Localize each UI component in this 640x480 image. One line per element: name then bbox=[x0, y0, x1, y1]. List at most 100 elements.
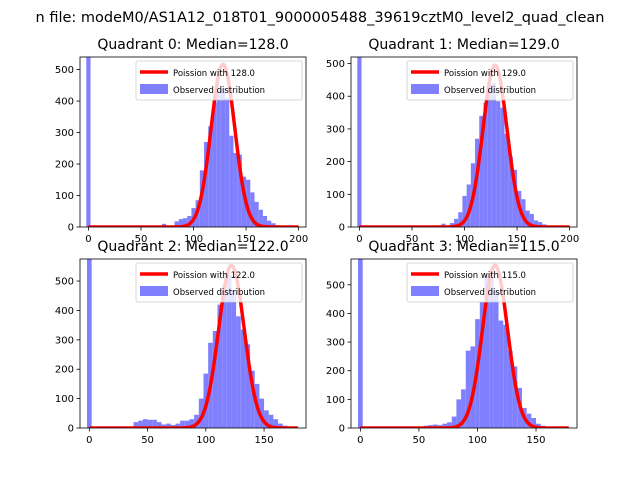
legend-box bbox=[135, 60, 303, 101]
panel-title: Quadrant 3: Median=115.0 bbox=[368, 239, 559, 255]
histogram-bar bbox=[147, 419, 153, 428]
histogram-bar bbox=[525, 210, 530, 227]
histogram-bar bbox=[86, 259, 92, 428]
histogram-bar bbox=[273, 419, 279, 428]
histogram-bar bbox=[483, 102, 488, 227]
x-tick-label: 150 bbox=[255, 435, 274, 446]
legend-hist-swatch bbox=[411, 286, 439, 296]
histogram-bar bbox=[250, 370, 255, 428]
histogram-bar bbox=[166, 423, 171, 428]
y-tick-label: 200 bbox=[55, 160, 74, 171]
legend: Poission with 128.0 Observed distribution bbox=[135, 60, 303, 101]
legend-hist-label: Observed distribution bbox=[173, 288, 265, 298]
plot-area bbox=[86, 57, 300, 227]
legend-curve-label: Poission with 115.0 bbox=[444, 271, 526, 281]
histogram-bar bbox=[184, 420, 190, 428]
histogram-bar bbox=[479, 115, 484, 227]
axes-frame bbox=[79, 56, 307, 228]
histogram-bar bbox=[504, 133, 509, 227]
histogram-bar bbox=[216, 90, 221, 227]
legend-box bbox=[406, 262, 574, 303]
axes-frame bbox=[350, 258, 578, 429]
x-tick-label: 150 bbox=[508, 234, 527, 245]
x-tick-label: 200 bbox=[289, 234, 308, 245]
histogram-bar bbox=[175, 423, 181, 428]
histogram-bar bbox=[503, 324, 508, 428]
histogram-bar bbox=[491, 83, 497, 227]
y-tick-label: 500 bbox=[55, 65, 74, 76]
histogram-bar bbox=[451, 416, 457, 428]
y-tick-label: 400 bbox=[326, 309, 345, 320]
histogram-bar bbox=[278, 423, 283, 428]
histogram-bar bbox=[138, 420, 143, 428]
legend-hist-swatch bbox=[140, 84, 168, 94]
y-tick-label: 100 bbox=[326, 395, 345, 406]
histogram-bar bbox=[220, 88, 226, 227]
histogram-bar bbox=[174, 221, 179, 227]
histogram-bar bbox=[479, 301, 485, 428]
y-tick-label: 300 bbox=[326, 338, 345, 349]
histogram-bar bbox=[86, 57, 91, 227]
legend-curve-label: Poission with 122.0 bbox=[173, 271, 255, 281]
x-tick-label: 0 bbox=[356, 234, 362, 245]
y-tick-label: 300 bbox=[55, 335, 74, 346]
poisson-fit-curve bbox=[87, 62, 300, 227]
x-tick-label: 100 bbox=[468, 435, 487, 446]
histogram-bar bbox=[538, 222, 543, 227]
histogram-bar bbox=[231, 289, 237, 428]
histogram-bar bbox=[487, 84, 492, 227]
histogram-bar bbox=[447, 422, 452, 428]
histogram-bar bbox=[531, 417, 537, 428]
histogram-bar bbox=[246, 179, 251, 227]
histogram-bar bbox=[442, 423, 448, 428]
histogram-bar bbox=[512, 169, 518, 227]
legend: Poission with 115.0 Observed distribution bbox=[406, 262, 574, 303]
x-tick-label: 150 bbox=[237, 234, 256, 245]
x-tick-label: 50 bbox=[135, 234, 148, 245]
histogram-bar bbox=[498, 320, 504, 428]
quadrant-0-panel: 0 50 100 150 200 0 100 200 300 400 500 Poission wit… bbox=[55, 37, 308, 245]
histogram-bar bbox=[161, 424, 167, 428]
histogram-bar bbox=[208, 126, 213, 227]
histogram-bar bbox=[357, 57, 362, 227]
poisson-fit-curve bbox=[359, 263, 570, 428]
y-tick-label: 100 bbox=[55, 394, 74, 405]
histogram-bar bbox=[217, 304, 223, 428]
x-tick-label: 50 bbox=[406, 234, 419, 245]
x-tick-label: 50 bbox=[413, 435, 426, 446]
histogram-bar bbox=[198, 398, 204, 428]
histogram-bar bbox=[271, 223, 276, 227]
y-tick-label: 0 bbox=[339, 223, 345, 234]
histogram-bar bbox=[496, 101, 501, 227]
y-tick-label: 500 bbox=[326, 280, 345, 291]
legend-hist-label: Observed distribution bbox=[444, 288, 536, 298]
plot-area bbox=[86, 259, 300, 428]
histogram-bar bbox=[237, 154, 242, 227]
y-tick-label: 100 bbox=[55, 191, 74, 202]
histogram-bar bbox=[204, 142, 209, 227]
x-tick-label: 0 bbox=[86, 435, 92, 446]
histogram-bar bbox=[264, 410, 269, 428]
x-tick-label: 200 bbox=[560, 234, 579, 245]
histogram-bar bbox=[529, 213, 534, 227]
legend-hist-label: Observed distribution bbox=[173, 86, 265, 96]
x-tick-label: 150 bbox=[526, 435, 545, 446]
legend-box bbox=[135, 262, 303, 303]
histogram-bar bbox=[212, 102, 217, 227]
histogram-bar bbox=[187, 215, 192, 227]
histogram-bar bbox=[254, 201, 259, 227]
legend-box bbox=[406, 60, 574, 101]
histogram-bar bbox=[259, 398, 265, 428]
x-tick-label: 100 bbox=[455, 234, 474, 245]
y-tick-label: 400 bbox=[55, 306, 74, 317]
y-tick-label: 500 bbox=[55, 277, 74, 288]
axes-frame bbox=[79, 258, 307, 429]
plot-area bbox=[358, 259, 570, 428]
histogram-bar bbox=[462, 195, 467, 227]
histogram-bar bbox=[267, 220, 272, 227]
histogram-bar bbox=[465, 350, 471, 428]
histogram-bar bbox=[236, 316, 241, 428]
histogram-bar bbox=[229, 135, 234, 227]
